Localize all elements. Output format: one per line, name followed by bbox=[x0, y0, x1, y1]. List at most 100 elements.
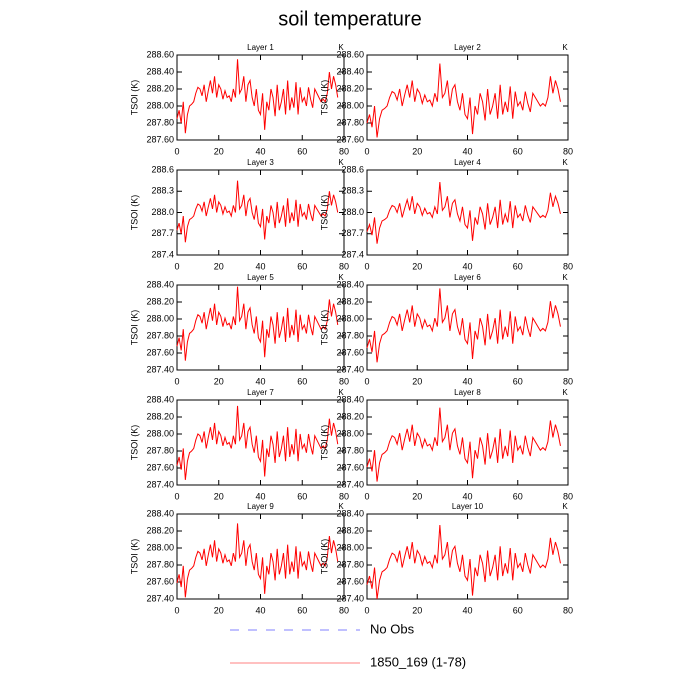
y-axis-label: TSOI (K) bbox=[129, 310, 139, 346]
y-tick-label: 288.20 bbox=[146, 83, 174, 93]
y-tick-label: 287.80 bbox=[336, 445, 364, 455]
y-tick-label: 287.60 bbox=[146, 347, 174, 357]
y-tick-label: 288.40 bbox=[146, 508, 174, 518]
x-tick-label: 0 bbox=[174, 376, 179, 386]
panel-title: Layer 2 bbox=[454, 43, 481, 52]
x-tick-label: 0 bbox=[174, 491, 179, 501]
y-tick-label: 287.40 bbox=[146, 479, 174, 489]
y-axis-label: TSOI (K) bbox=[319, 80, 329, 116]
x-tick-label: 60 bbox=[513, 605, 523, 615]
y-tick-label: 287.4 bbox=[151, 249, 174, 259]
y-tick-label: 288.00 bbox=[336, 100, 364, 110]
y-tick-label: 287.80 bbox=[146, 117, 174, 127]
unit-label: K bbox=[562, 158, 568, 167]
y-tick-label: 287.40 bbox=[146, 364, 174, 374]
data-line bbox=[366, 407, 561, 482]
y-axis-label: TSOI (K) bbox=[319, 539, 329, 575]
data-line bbox=[176, 523, 339, 598]
y-tick-label: 288.20 bbox=[336, 411, 364, 421]
y-tick-label: 287.80 bbox=[146, 559, 174, 569]
x-tick-label: 60 bbox=[297, 146, 307, 156]
y-tick-label: 288.40 bbox=[336, 394, 364, 404]
y-tick-label: 288.3 bbox=[151, 186, 174, 196]
y-tick-label: 287.60 bbox=[146, 576, 174, 586]
y-tick-label: 288.0 bbox=[151, 207, 174, 217]
y-tick-label: 287.80 bbox=[336, 330, 364, 340]
panel-title: Layer 5 bbox=[247, 273, 274, 282]
data-line bbox=[176, 180, 339, 243]
panel-title: Layer 9 bbox=[247, 502, 274, 511]
unit-label: K bbox=[562, 273, 568, 282]
y-tick-label: 288.20 bbox=[336, 296, 364, 306]
x-tick-label: 0 bbox=[174, 261, 179, 271]
y-tick-label: 288.6 bbox=[341, 164, 364, 174]
data-line bbox=[366, 525, 561, 600]
figure-title: soil temperature bbox=[278, 8, 421, 30]
legend-label: 1850_169 (1-78) bbox=[370, 654, 466, 669]
y-axis-label: TSOI (K) bbox=[129, 195, 139, 231]
y-axis-label: TSOI (K) bbox=[129, 425, 139, 461]
y-tick-label: 287.80 bbox=[336, 117, 364, 127]
x-tick-label: 20 bbox=[412, 146, 422, 156]
x-tick-label: 0 bbox=[364, 605, 369, 615]
y-tick-label: 288.20 bbox=[146, 296, 174, 306]
y-tick-label: 288.00 bbox=[146, 428, 174, 438]
y-tick-label: 287.7 bbox=[341, 228, 364, 238]
x-tick-label: 20 bbox=[214, 605, 224, 615]
y-tick-label: 287.60 bbox=[336, 462, 364, 472]
y-tick-label: 288.0 bbox=[341, 207, 364, 217]
y-tick-label: 287.40 bbox=[146, 593, 174, 603]
y-axis-label: TSOI (K) bbox=[319, 195, 329, 231]
y-tick-label: 288.40 bbox=[336, 508, 364, 518]
panel-title: Layer 10 bbox=[452, 502, 484, 511]
y-tick-label: 288.40 bbox=[336, 66, 364, 76]
y-tick-label: 287.80 bbox=[146, 445, 174, 455]
x-tick-label: 60 bbox=[297, 605, 307, 615]
panel-title: Layer 6 bbox=[454, 273, 481, 282]
plot-frame bbox=[366, 513, 569, 600]
data-line bbox=[176, 405, 339, 480]
x-tick-label: 0 bbox=[364, 261, 369, 271]
x-tick-label: 20 bbox=[214, 146, 224, 156]
y-tick-label: 287.40 bbox=[336, 593, 364, 603]
y-tick-label: 288.60 bbox=[336, 49, 364, 59]
panel-title: Layer 8 bbox=[454, 388, 481, 397]
x-tick-label: 0 bbox=[364, 491, 369, 501]
x-tick-label: 0 bbox=[364, 376, 369, 386]
x-tick-label: 20 bbox=[412, 261, 422, 271]
y-axis-label: TSOI (K) bbox=[319, 425, 329, 461]
x-tick-label: 40 bbox=[462, 376, 472, 386]
x-tick-label: 40 bbox=[255, 146, 265, 156]
y-tick-label: 287.60 bbox=[146, 462, 174, 472]
panel-title: Layer 3 bbox=[247, 158, 274, 167]
y-tick-label: 288.20 bbox=[336, 83, 364, 93]
y-tick-label: 288.60 bbox=[146, 49, 174, 59]
y-tick-label: 288.00 bbox=[146, 313, 174, 323]
x-tick-label: 80 bbox=[339, 261, 349, 271]
y-tick-label: 287.60 bbox=[336, 576, 364, 586]
x-tick-label: 40 bbox=[462, 261, 472, 271]
data-line bbox=[176, 59, 339, 134]
x-tick-label: 40 bbox=[462, 491, 472, 501]
x-tick-label: 60 bbox=[297, 261, 307, 271]
y-tick-label: 287.40 bbox=[336, 364, 364, 374]
y-axis-label: TSOI (K) bbox=[129, 80, 139, 116]
unit-label: K bbox=[562, 502, 568, 511]
x-tick-label: 0 bbox=[364, 146, 369, 156]
y-tick-label: 288.40 bbox=[146, 66, 174, 76]
panel-title: Layer 4 bbox=[454, 158, 481, 167]
plot-frame bbox=[366, 54, 569, 141]
x-tick-label: 80 bbox=[339, 146, 349, 156]
unit-label: K bbox=[562, 388, 568, 397]
x-tick-label: 20 bbox=[214, 376, 224, 386]
x-tick-label: 20 bbox=[412, 491, 422, 501]
x-tick-label: 0 bbox=[174, 605, 179, 615]
x-tick-label: 40 bbox=[255, 261, 265, 271]
unit-label: K bbox=[338, 158, 344, 167]
x-tick-label: 60 bbox=[513, 146, 523, 156]
y-tick-label: 288.20 bbox=[146, 525, 174, 535]
y-tick-label: 287.80 bbox=[336, 559, 364, 569]
x-tick-label: 60 bbox=[513, 261, 523, 271]
x-tick-label: 40 bbox=[462, 605, 472, 615]
